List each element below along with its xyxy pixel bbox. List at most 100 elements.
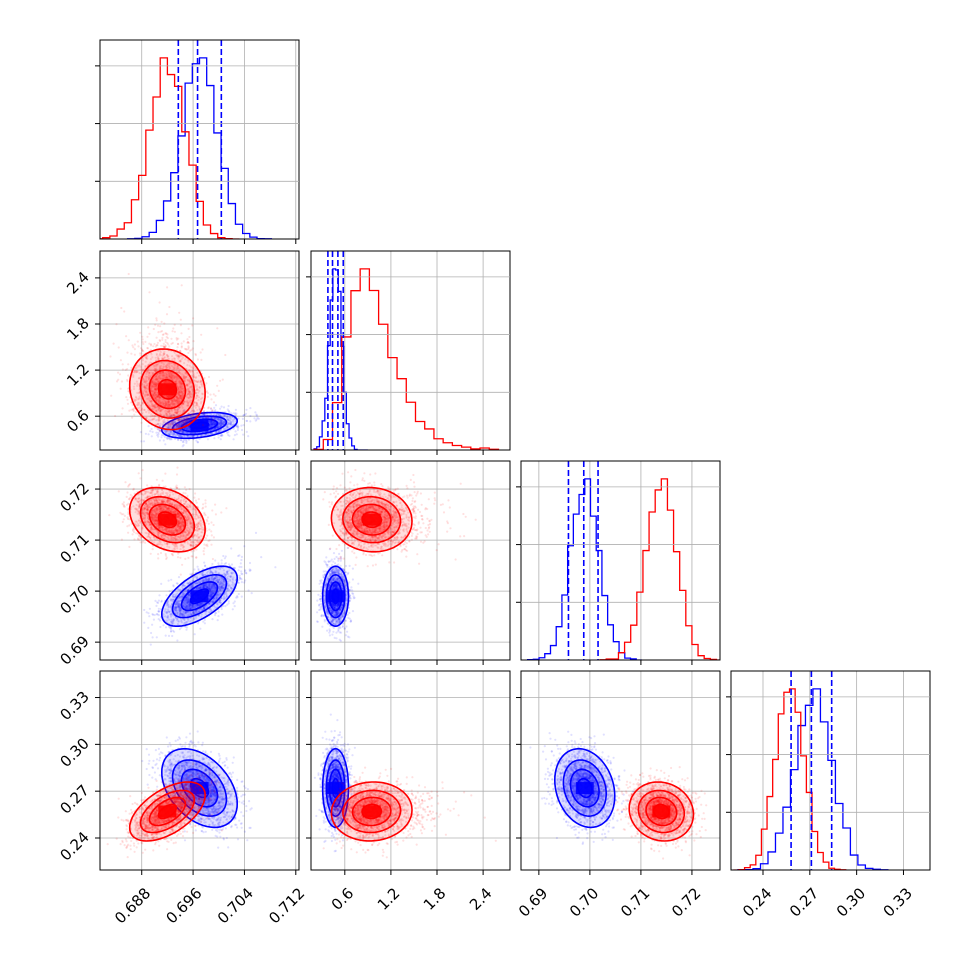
- scatter-point: [131, 416, 134, 419]
- scatter-point: [217, 413, 220, 417]
- scatter-point: [214, 427, 217, 430]
- scatter-point: [172, 629, 175, 632]
- scatter-point: [195, 394, 198, 397]
- scatter-point: [213, 421, 216, 424]
- scatter-point: [221, 419, 224, 422]
- scatter-point: [183, 417, 186, 420]
- scatter-point: [227, 600, 230, 603]
- scatter-point: [162, 421, 165, 424]
- scatter-point: [173, 433, 176, 436]
- scatter-point: [168, 437, 171, 440]
- scatter-point: [168, 404, 171, 407]
- scatter-point: [155, 353, 158, 357]
- scatter-point: [158, 619, 162, 622]
- scatter-point: [147, 404, 150, 407]
- scatter-point: [141, 335, 144, 338]
- scatter-point: [179, 396, 182, 400]
- scatter-point: [183, 409, 186, 412]
- scatter-point: [178, 385, 182, 388]
- scatter-point: [159, 410, 162, 413]
- scatter-point: [203, 413, 206, 416]
- scatter-point: [157, 357, 160, 360]
- scatter-point: [180, 397, 183, 400]
- scatter-point: [232, 420, 235, 423]
- scatter-point: [172, 413, 175, 416]
- scatter-point: [227, 418, 230, 421]
- scatter-point: [254, 419, 257, 422]
- scatter-point: [176, 342, 180, 345]
- scatter-point: [180, 382, 183, 386]
- scatter-point: [176, 424, 179, 427]
- scatter-point: [136, 391, 139, 394]
- scatter-point: [181, 430, 184, 433]
- scatter-point: [212, 421, 215, 424]
- scatter-point: [175, 425, 178, 428]
- scatter-point: [179, 359, 182, 362]
- scatter-point: [178, 430, 181, 433]
- scatter-point: [171, 423, 174, 426]
- scatter-point: [165, 404, 168, 407]
- scatter-point: [158, 439, 161, 442]
- scatter-point: [179, 395, 182, 398]
- scatter-point: [179, 360, 182, 363]
- scatter-point: [168, 433, 171, 436]
- scatter-point: [173, 323, 176, 326]
- scatter-point: [155, 384, 158, 387]
- scatter-point: [146, 354, 149, 357]
- scatter-point: [147, 397, 150, 400]
- y-tick-label: 1.8: [63, 314, 93, 344]
- scatter-point: [159, 409, 162, 412]
- scatter-point: [219, 379, 222, 382]
- scatter-point: [179, 435, 182, 438]
- scatter-point: [249, 414, 252, 418]
- scatter-point: [182, 340, 185, 343]
- scatter-point: [170, 398, 173, 402]
- scatter-point: [237, 425, 240, 428]
- scatter-point: [153, 386, 156, 389]
- scatter-point: [148, 399, 151, 403]
- scatter-point: [141, 393, 145, 396]
- scatter-point: [178, 397, 181, 400]
- scatter-point: [159, 354, 162, 357]
- scatter-point: [240, 428, 244, 432]
- scatter-point: [141, 349, 144, 352]
- scatter-point: [237, 569, 240, 572]
- scatter-point: [196, 441, 200, 444]
- scatter-point: [152, 345, 155, 348]
- scatter-point: [151, 418, 154, 421]
- scatter-point: [172, 433, 175, 436]
- scatter-point: [219, 422, 222, 425]
- scatter-point: [195, 404, 198, 407]
- scatter-point: [218, 422, 221, 425]
- scatter-point: [145, 416, 148, 419]
- scatter-point: [186, 396, 189, 399]
- scatter-point: [191, 370, 195, 373]
- scatter-point: [145, 393, 148, 396]
- scatter-point: [186, 418, 189, 422]
- scatter-point: [223, 415, 226, 418]
- scatter-point: [194, 389, 198, 392]
- scatter-point: [210, 420, 213, 423]
- scatter-point: [211, 423, 214, 426]
- scatter-point: [169, 431, 172, 434]
- scatter-point: [164, 412, 167, 415]
- scatter-point: [221, 378, 224, 381]
- scatter-point: [138, 409, 141, 412]
- scatter-point: [166, 410, 170, 413]
- scatter-point: [176, 412, 179, 415]
- scatter-point: [203, 413, 206, 416]
- scatter-point: [140, 407, 143, 410]
- scatter-point: [162, 358, 165, 361]
- scatter-point: [188, 392, 191, 395]
- scatter-point: [169, 403, 172, 406]
- scatter-point: [211, 618, 214, 621]
- panel-content: [109, 272, 260, 448]
- scatter-point: [187, 412, 191, 415]
- scatter-point: [217, 422, 221, 425]
- scatter-point: [178, 418, 181, 421]
- scatter-point: [206, 395, 209, 398]
- scatter-point: [185, 420, 188, 423]
- scatter-point: [217, 423, 220, 426]
- scatter-point: [149, 344, 153, 347]
- scatter-point: [179, 424, 182, 427]
